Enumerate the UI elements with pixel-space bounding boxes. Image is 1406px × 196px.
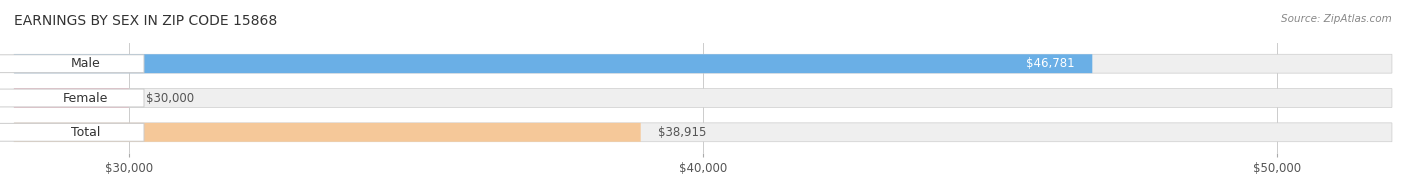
Text: Total: Total xyxy=(70,126,100,139)
FancyBboxPatch shape xyxy=(14,123,1392,142)
FancyBboxPatch shape xyxy=(14,54,1092,73)
FancyBboxPatch shape xyxy=(14,89,1392,107)
Text: Female: Female xyxy=(63,92,108,104)
Text: Male: Male xyxy=(70,57,100,70)
FancyBboxPatch shape xyxy=(0,55,143,73)
Text: $30,000: $30,000 xyxy=(146,92,194,104)
Text: EARNINGS BY SEX IN ZIP CODE 15868: EARNINGS BY SEX IN ZIP CODE 15868 xyxy=(14,14,277,28)
Text: Source: ZipAtlas.com: Source: ZipAtlas.com xyxy=(1281,14,1392,24)
FancyBboxPatch shape xyxy=(14,123,641,142)
FancyBboxPatch shape xyxy=(0,89,143,107)
FancyBboxPatch shape xyxy=(0,123,143,141)
FancyBboxPatch shape xyxy=(14,54,1392,73)
Text: $46,781: $46,781 xyxy=(1026,57,1076,70)
FancyBboxPatch shape xyxy=(14,89,129,107)
Text: $38,915: $38,915 xyxy=(658,126,706,139)
